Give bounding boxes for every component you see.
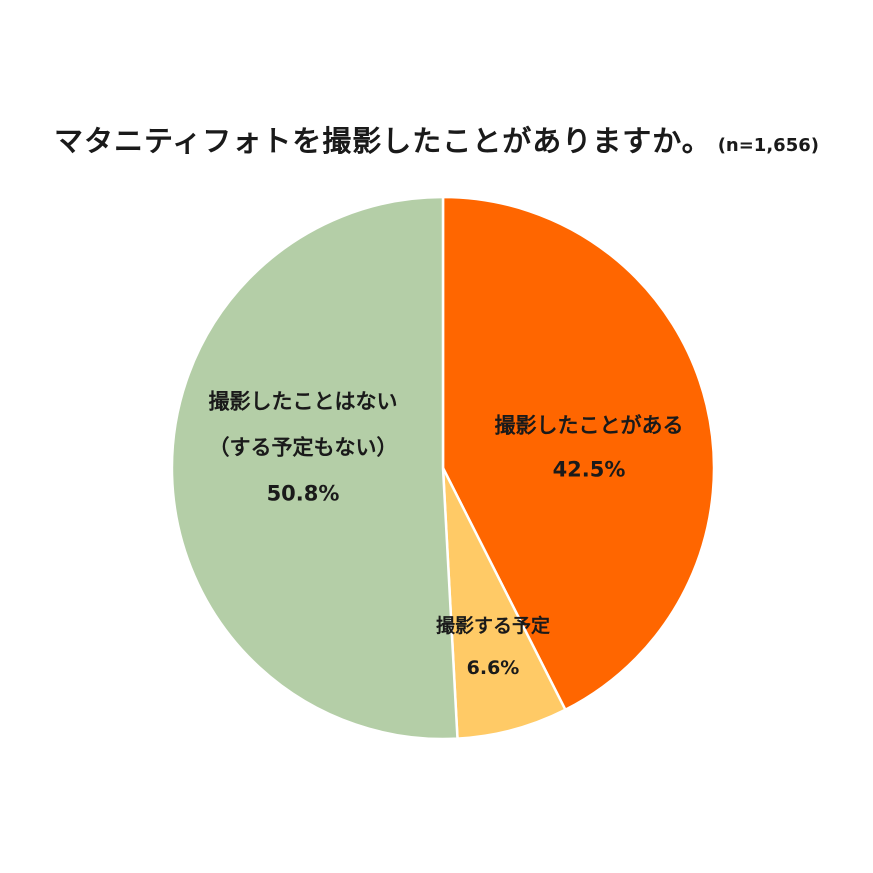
slice-category-label: 撮影する予定	[436, 614, 550, 637]
pie-slices	[170, 195, 716, 741]
chart-sample-size: (n=1,656)	[717, 135, 819, 156]
pie-slice	[441, 195, 716, 712]
slice-value-label: 50.8%	[267, 482, 340, 506]
pie-slice	[170, 195, 459, 741]
chart-title: マタニティフォトを撮影したことがありますか。 (n=1,656)	[0, 118, 873, 160]
slice-value-label: 6.6%	[467, 657, 520, 679]
pie-labels: 撮影したことがある 42.5% 撮影する予定 6.6% 撮影したことはない （する予定もな…	[209, 390, 684, 679]
slice-category-label: （する予定もない）	[209, 436, 398, 460]
slice-category-label: 撮影したことはない	[209, 390, 398, 414]
pie-slice	[441, 466, 567, 740]
chart-title-text: マタニティフォトを撮影したことがありますか。	[54, 124, 712, 158]
slice-value-label: 42.5%	[553, 458, 626, 482]
slice-category-label: 撮影したことがある	[495, 414, 684, 438]
